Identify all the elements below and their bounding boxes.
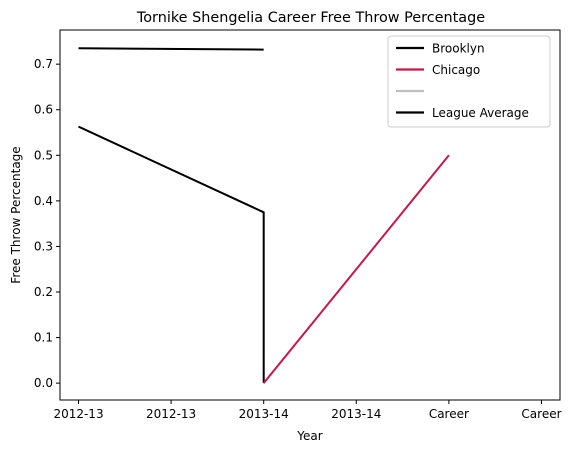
y-axis-ticks: 0.0 0.1 0.2 0.3 0.4 0.5 0.6 0.7: [34, 57, 60, 390]
y-axis-label: Free Throw Percentage: [9, 146, 23, 283]
x-tick-label: 2012-13: [53, 407, 103, 421]
x-axis-label: Year: [296, 429, 322, 443]
legend-label: Brooklyn: [432, 42, 485, 56]
x-tick-label: 2013-14: [331, 407, 381, 421]
series-line-3: [78, 47, 264, 51]
y-tick-label: 0.7: [34, 57, 53, 71]
y-tick-label: 0.4: [34, 194, 53, 208]
legend: Brooklyn Chicago League Average: [387, 35, 551, 128]
y-tick-label: 0.5: [34, 148, 53, 162]
y-tick-label: 0.0: [34, 376, 53, 390]
y-tick-label: 0.1: [34, 331, 53, 345]
x-axis-ticks: 2012-13 2012-13 2013-14 2013-14 Career Career: [53, 400, 562, 421]
chart-title: Tornike Shengelia Career Free Throw Perc…: [136, 10, 485, 26]
x-tick-label: 2013-14: [239, 407, 289, 421]
series-line-1: [262, 154, 450, 384]
legend-box: [387, 35, 551, 128]
y-tick-label: 0.3: [34, 239, 53, 253]
legend-label: Chicago: [432, 63, 480, 77]
x-tick-label: Career: [521, 407, 561, 421]
legend-items: Brooklyn Chicago League Average: [396, 42, 529, 120]
y-tick-label: 0.2: [34, 285, 53, 299]
series-line-0: [78, 125, 265, 384]
axes-border: [59, 29, 561, 401]
series-layer: [78, 47, 450, 384]
y-tick-label: 0.6: [34, 103, 53, 117]
x-tick-label: Career: [429, 407, 469, 421]
legend-label: League Average: [432, 106, 529, 120]
x-tick-label: 2012-13: [146, 407, 196, 421]
